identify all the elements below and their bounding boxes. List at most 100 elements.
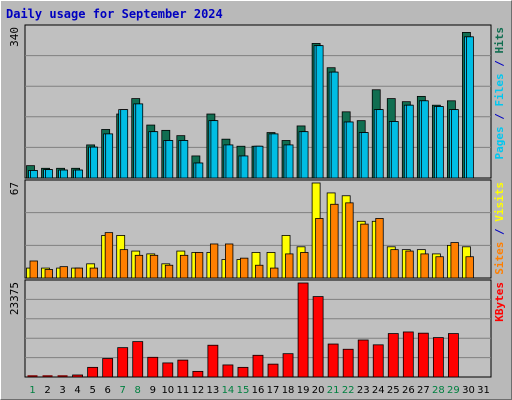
x-tick-label: 9 xyxy=(150,385,156,396)
bar-sites xyxy=(240,257,249,279)
bar-sites xyxy=(134,254,144,279)
x-tick-label: 17 xyxy=(267,385,280,396)
bar-pages xyxy=(360,132,369,179)
bar-pages xyxy=(285,144,294,179)
bar-pages xyxy=(165,140,174,179)
x-tick-label: 15 xyxy=(237,385,250,396)
x-tick-label: 2 xyxy=(44,385,50,396)
bar-pages xyxy=(390,121,399,179)
bar-sites xyxy=(315,218,324,279)
series-label-kbytes: KBytes xyxy=(493,282,506,322)
bar-pages xyxy=(135,103,144,179)
bar-sites xyxy=(345,202,354,279)
bar-pages xyxy=(180,140,189,179)
bar-kbytes xyxy=(87,366,99,378)
bar-sites xyxy=(270,267,279,279)
bar-pages xyxy=(120,109,129,179)
bar-kbytes xyxy=(147,356,159,378)
bar-sites xyxy=(209,243,219,279)
x-tick-label: 7 xyxy=(120,385,126,396)
series-label-hits-files-pages: Pages / Files / Hits xyxy=(493,27,506,160)
y-scale-label-hits-files-pages: 340 xyxy=(8,27,21,47)
bar-pages xyxy=(375,109,384,179)
x-tick-label: 12 xyxy=(192,385,205,396)
x-tick-label: 18 xyxy=(282,385,295,396)
x-tick-label: 24 xyxy=(372,385,385,396)
x-tick-label: 13 xyxy=(207,385,220,396)
x-tick-label: 1 xyxy=(29,385,35,396)
bar-pages xyxy=(270,133,279,179)
bar-sites xyxy=(29,260,38,279)
bar-kbytes xyxy=(162,362,174,378)
bar-pages xyxy=(60,169,68,179)
x-tick-label: 16 xyxy=(252,385,265,396)
x-tick-label: 20 xyxy=(312,385,325,396)
x-tick-label: 23 xyxy=(357,385,370,396)
bar-pages xyxy=(405,104,414,179)
bar-pages xyxy=(451,109,459,179)
series-label-visits-sites: Sites / Visits xyxy=(493,182,506,275)
bar-kbytes xyxy=(417,332,429,378)
x-tick-label: 25 xyxy=(387,385,400,396)
bar-kbytes xyxy=(267,363,279,378)
bar-pages xyxy=(435,106,444,179)
bar-sites xyxy=(104,232,114,279)
bar-sites xyxy=(225,243,234,279)
bar-pages xyxy=(45,169,53,179)
bar-sites xyxy=(44,269,53,279)
bar-pages xyxy=(345,121,354,179)
bar-kbytes xyxy=(252,354,264,378)
bar-sites xyxy=(179,254,189,279)
bar-pages xyxy=(225,144,234,179)
bar-sites xyxy=(465,256,474,279)
bar-kbytes xyxy=(387,333,399,378)
bar-kbytes xyxy=(342,348,354,378)
bar-kbytes xyxy=(222,364,234,378)
bar-pages xyxy=(30,170,38,179)
bar-kbytes xyxy=(177,359,189,378)
x-tick-label: 26 xyxy=(402,385,415,396)
bar-sites xyxy=(375,218,384,279)
x-tick-label: 27 xyxy=(417,385,430,396)
bar-pages xyxy=(90,146,99,179)
x-tick-label: 29 xyxy=(447,385,460,396)
bar-pages xyxy=(330,71,339,179)
bar-pages xyxy=(75,169,83,179)
bar-kbytes xyxy=(357,339,369,378)
x-tick-label: 3 xyxy=(59,385,65,396)
bar-pages xyxy=(240,155,249,179)
bar-sites xyxy=(285,253,294,279)
bar-pages xyxy=(150,131,159,179)
bar-kbytes xyxy=(448,333,459,378)
bar-sites xyxy=(420,253,429,279)
bar-kbytes xyxy=(117,347,129,378)
x-tick-label: 6 xyxy=(104,385,110,396)
x-tick-label: 28 xyxy=(432,385,445,396)
bar-sites xyxy=(164,264,174,279)
bar-kbytes xyxy=(327,343,339,378)
bar-sites xyxy=(89,267,99,279)
bar-sites xyxy=(360,223,369,279)
x-tick-label: 14 xyxy=(222,385,235,396)
x-tick-label: 8 xyxy=(135,385,141,396)
bar-pages xyxy=(300,131,309,179)
x-tick-label: 10 xyxy=(161,385,174,396)
bar-sites xyxy=(405,250,414,279)
x-tick-label: 19 xyxy=(297,385,310,396)
bar-pages xyxy=(466,36,474,179)
bar-sites xyxy=(390,249,399,279)
bar-sites xyxy=(119,249,129,279)
bar-pages xyxy=(420,100,429,179)
bar-sites xyxy=(59,266,68,279)
x-tick-label: 4 xyxy=(74,385,80,396)
bar-sites xyxy=(74,267,83,279)
bar-pages xyxy=(195,162,204,179)
y-scale-label-kbytes: 23375 xyxy=(8,282,21,315)
x-tick-label: 5 xyxy=(89,385,95,396)
chart-title: Daily usage for September 2024 xyxy=(6,7,223,21)
bar-kbytes xyxy=(432,337,444,378)
bar-sites xyxy=(255,264,264,279)
bar-pages xyxy=(105,133,114,179)
bar-kbytes xyxy=(282,353,294,378)
